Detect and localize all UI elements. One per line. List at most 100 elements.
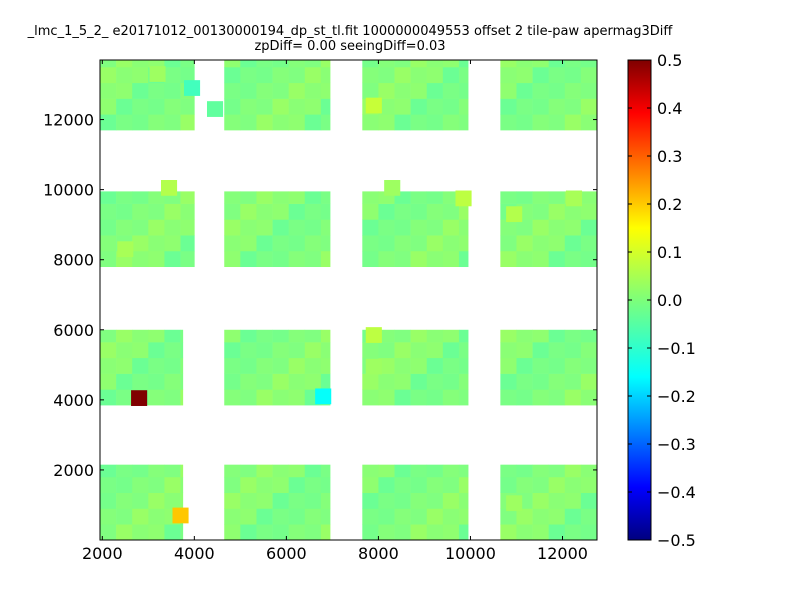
heatmap-cell (320, 464, 331, 478)
heatmap-cell (132, 492, 149, 509)
heatmap-cell (272, 524, 289, 541)
heatmap-cell (532, 235, 549, 252)
heatmap-cell (580, 476, 598, 494)
heatmap-cell (516, 191, 533, 204)
heatmap-cell (164, 389, 181, 406)
heatmap-cell (320, 476, 331, 494)
heatmap-cell (132, 82, 149, 99)
heatmap-cell (288, 250, 306, 268)
heatmap-cell (272, 492, 289, 509)
heatmap-cell (272, 508, 289, 525)
y-axis: 2000 4000 6000 8000 10000 12000 (43, 111, 597, 480)
heatmap-cell (224, 67, 241, 84)
heatmap-cell (500, 508, 517, 525)
heatmap-cell (132, 357, 149, 374)
heatmap-cell (426, 67, 444, 84)
heatmap-cell (132, 98, 149, 115)
heatmap-cell (394, 329, 411, 343)
heatmap-cell (288, 67, 306, 84)
heatmap-cell (500, 250, 517, 268)
colorbar-tick-label: −0.5 (657, 531, 696, 550)
heatmap-cell (180, 342, 184, 359)
heatmap-highlight-cell (506, 206, 523, 223)
heatmap-cell (548, 67, 566, 84)
heatmap-cell (148, 235, 165, 252)
heatmap-cell (224, 524, 241, 541)
heatmap-cell (532, 191, 549, 204)
heatmap-cell (458, 476, 469, 494)
heatmap-cell (132, 476, 149, 494)
heatmap-cell (394, 342, 411, 359)
heatmap-cell (458, 67, 469, 84)
heatmap-cell (500, 219, 517, 236)
heatmap-cell (410, 219, 428, 236)
heatmap-cell (532, 389, 549, 406)
heatmap-cell (304, 191, 322, 204)
heatmap-cell (256, 98, 273, 115)
heatmap-cell (272, 203, 289, 220)
heatmap-cell (378, 492, 395, 509)
heatmap-cell (378, 82, 395, 99)
heatmap-cell (256, 235, 273, 252)
heatmap-highlight-cell (206, 101, 224, 117)
heatmap-cell (532, 342, 549, 359)
heatmap-cell (320, 235, 331, 252)
heatmap-cell (240, 342, 257, 359)
heatmap-cell (564, 492, 582, 509)
heatmap-cell (378, 476, 395, 494)
heatmap-cell (100, 235, 117, 252)
heatmap-cell (378, 508, 395, 525)
heatmap-cell (180, 114, 195, 131)
heatmap-cell (148, 250, 165, 268)
heatmap-cell (378, 98, 395, 115)
heatmap-cell (256, 203, 273, 220)
heatmap-cell (442, 342, 460, 359)
heatmap-cell (500, 342, 517, 359)
heatmap-cell (548, 114, 566, 131)
heatmap-cell (362, 67, 379, 84)
heatmap-cell (256, 508, 273, 525)
heatmap-cell (516, 464, 533, 478)
heatmap-highlight-cell (160, 180, 178, 196)
heatmap-cell (442, 464, 460, 478)
heatmap-cell (288, 114, 306, 131)
heatmap-cell (320, 508, 331, 525)
heatmap-cell (394, 219, 411, 236)
heatmap-cell (500, 524, 517, 541)
heatmap-cell (564, 373, 582, 390)
heatmap-cell (164, 373, 181, 390)
heatmap-cell (532, 357, 549, 374)
heatmap-cell (516, 219, 533, 236)
heatmap-cell (164, 82, 181, 99)
heatmap-cell (362, 114, 379, 131)
heatmap-cell (580, 250, 598, 268)
chart-subtitle: zpDiff= 0.00 seeingDiff=0.03 (254, 39, 446, 54)
y-tick-label: 4000 (53, 391, 94, 410)
heatmap-cell (100, 219, 117, 236)
heatmap-cell (288, 191, 306, 204)
heatmap-cell (224, 342, 241, 359)
heatmap-cell (224, 476, 241, 494)
heatmap-cell (500, 235, 517, 252)
x-tick-label: 10000 (445, 544, 496, 563)
heatmap-cell (580, 60, 598, 68)
heatmap-cell (304, 67, 322, 84)
heatmap-cell (240, 114, 257, 131)
heatmap-cell (516, 82, 533, 99)
heatmap-cell (580, 329, 598, 343)
heatmap-cell (458, 373, 469, 390)
heatmap-cell (304, 235, 322, 252)
heatmap-cell (500, 464, 517, 478)
heatmap-cell (580, 98, 598, 115)
heatmap-cell (224, 114, 241, 131)
heatmap-cell (378, 389, 395, 406)
heatmap-cell (132, 67, 149, 84)
heatmap-highlight-cell (172, 507, 189, 524)
heatmap-cell (532, 476, 549, 494)
colorbar-tick-label: 0.3 (657, 147, 682, 166)
heatmap-cell (180, 235, 195, 252)
heatmap-cell (378, 114, 395, 131)
heatmap-cell (458, 203, 469, 220)
heatmap-cell (116, 60, 133, 68)
heatmap-cell (362, 389, 379, 406)
